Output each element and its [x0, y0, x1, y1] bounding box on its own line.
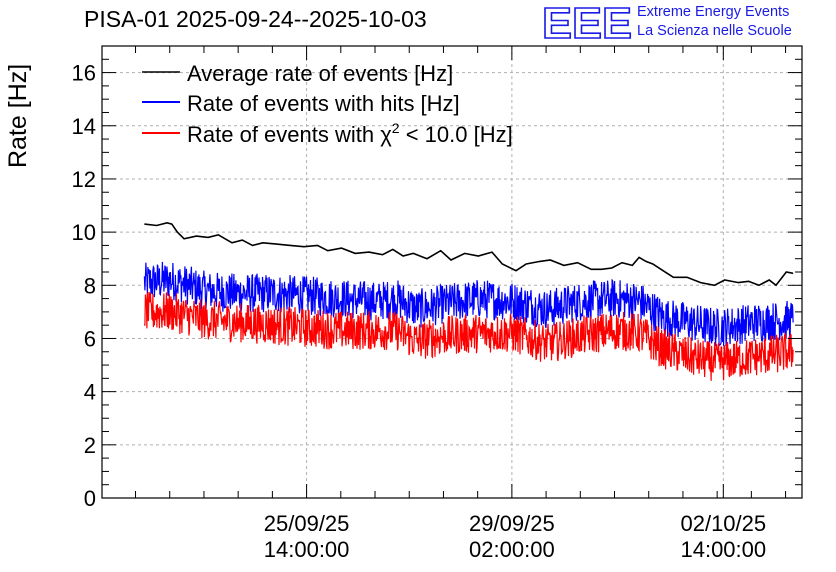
series-layer: [143, 221, 794, 381]
chart-title: PISA-01 2025-09-24--2025-10-03: [84, 6, 427, 32]
legend-hits-label: Rate of events with hits [Hz]: [187, 91, 460, 116]
y-axis-label: Rate [Hz]: [4, 63, 32, 168]
logo-line-1: Extreme Energy Events: [637, 4, 790, 20]
x-tick-label-date: 02/10/25: [680, 511, 766, 536]
y-tick-label: 0: [84, 486, 96, 511]
y-tick-label: 16: [72, 61, 96, 86]
logo-line-2: La Scienza nelle Scuole: [637, 23, 792, 39]
x-tick-label-time: 02:00:00: [469, 537, 555, 562]
y-tick-label: 4: [84, 380, 96, 405]
y-tick-label: 14: [72, 114, 96, 139]
eee-logo: EEE: [541, 0, 633, 44]
series-average-line: [144, 221, 794, 287]
x-tick-label-time: 14:00:00: [680, 537, 766, 562]
axis-ticks: 024681012141625/09/2514:00:0029/09/2502:…: [72, 46, 802, 562]
y-tick-label: 8: [84, 273, 96, 298]
y-tick-label: 10: [72, 220, 96, 245]
legend-chi2-label: Rate of events with χ2 < 10.0 [Hz]: [187, 120, 513, 147]
x-tick-label-time: 14:00:00: [264, 537, 350, 562]
series-hits-line: [143, 261, 794, 347]
y-tick-label: 6: [84, 326, 96, 351]
logo-caption: Extreme Energy Events La Scienza nelle S…: [637, 3, 792, 41]
series-chi2-line: [143, 291, 794, 381]
x-tick-label-date: 25/09/25: [264, 511, 350, 536]
legend-average-label: Average rate of events [Hz]: [187, 61, 453, 86]
y-tick-label: 2: [84, 433, 96, 458]
legend: Average rate of events [Hz] Rate of event…: [142, 61, 513, 147]
eee-logo-letters: EEE: [542, 0, 632, 44]
x-tick-label-date: 29/09/25: [469, 511, 555, 536]
y-tick-label: 12: [72, 167, 96, 192]
